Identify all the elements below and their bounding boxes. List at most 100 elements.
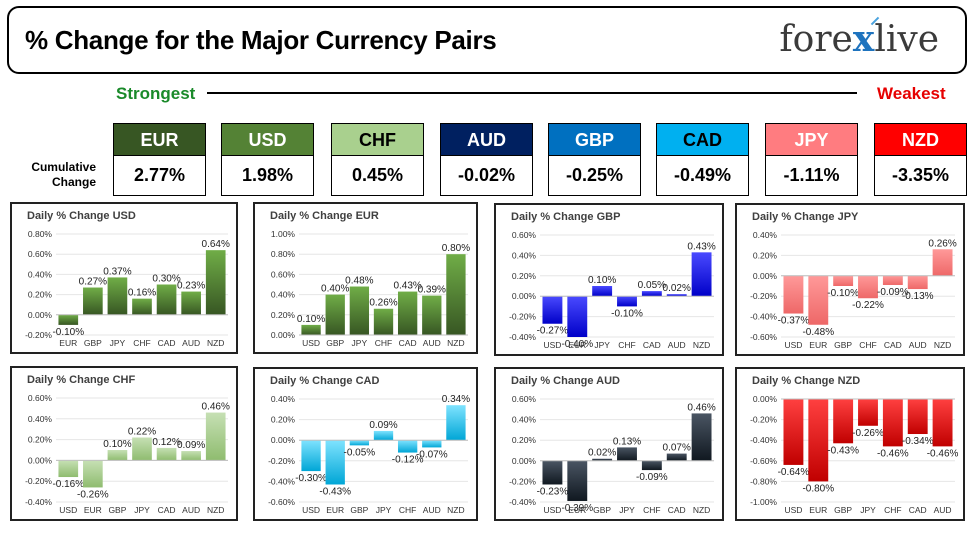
data-label: -0.12%	[392, 455, 424, 466]
data-label: 0.09%	[369, 420, 397, 431]
bar-eur	[567, 460, 588, 501]
data-label: -0.39%	[561, 503, 593, 514]
data-label: 0.10%	[103, 439, 131, 450]
y-tick-label: 0.20%	[28, 290, 53, 300]
data-label: 0.30%	[152, 274, 180, 285]
data-label: 0.39%	[418, 285, 446, 296]
y-tick-label: 0.00%	[753, 394, 778, 404]
y-tick-label: -0.20%	[268, 456, 295, 466]
strongest-label: Strongest	[116, 84, 196, 103]
y-tick-label: 0.40%	[271, 290, 296, 300]
x-tick-label: NZD	[447, 338, 464, 348]
currency-box-aud: AUD -0.02%	[440, 123, 533, 196]
chart-title: Daily % Change EUR	[270, 210, 379, 222]
x-tick-label: AUD	[934, 505, 952, 515]
x-tick-label: GBP	[350, 505, 368, 515]
bar-usd	[783, 275, 804, 314]
bar-eur	[567, 296, 588, 337]
cumulative-value: -0.25%	[549, 156, 640, 195]
data-label: -0.40%	[561, 339, 593, 350]
bar-aud	[666, 294, 687, 297]
bar-gbp	[325, 294, 345, 335]
x-tick-label: CAD	[668, 505, 686, 515]
data-label: 0.46%	[687, 402, 715, 413]
x-tick-label: AUD	[182, 505, 200, 515]
bar-cad	[907, 399, 928, 435]
y-tick-label: 0.60%	[28, 249, 53, 259]
bar-aud	[181, 451, 201, 461]
data-label: 0.22%	[128, 427, 156, 438]
bar-eur	[58, 314, 79, 325]
chart-panel-5: Daily % Change CHF 0.60% 0.40% 0.20% 0.00% -0…	[10, 366, 238, 521]
x-tick-label: JPY	[376, 505, 392, 515]
x-tick-label: CAD	[399, 338, 417, 348]
data-label: 0.05%	[638, 280, 666, 291]
data-label: -0.09%	[877, 287, 909, 298]
x-tick-label: GBP	[834, 505, 852, 515]
bar-usd	[542, 460, 563, 485]
currency-code: GBP	[549, 124, 640, 156]
y-tick-label: 0.40%	[28, 269, 53, 279]
data-label: 0.13%	[613, 436, 641, 447]
bar-chart: 0.40% 0.20% 0.00% -0.20% -0.40% -0.60% -0.30% U…	[268, 394, 470, 515]
weakest-label: Weakest	[877, 84, 946, 103]
bar-aud	[932, 399, 953, 447]
bar-chart: 0.00% -0.20% -0.40% -0.60% -0.80% -1.00% -0.64…	[750, 394, 958, 515]
bar-chf	[397, 440, 418, 453]
data-label: 0.02%	[588, 448, 616, 459]
bar-cad	[666, 453, 687, 461]
x-tick-label: USD	[59, 505, 77, 515]
currency-box-cad: CAD -0.49%	[656, 123, 749, 196]
x-tick-label: NZD	[207, 338, 224, 348]
x-tick-label: GBP	[84, 338, 102, 348]
x-tick-label: NZD	[447, 505, 464, 515]
data-label: 0.10%	[588, 275, 616, 286]
x-tick-label: USD	[543, 340, 561, 350]
bar-jpy	[349, 286, 370, 335]
bar-jpy	[373, 430, 394, 441]
bar-nzd	[691, 413, 712, 461]
bar-gbp	[833, 399, 854, 444]
x-tick-label: CAD	[643, 340, 661, 350]
bar-jpy	[858, 399, 878, 426]
x-tick-label: AUD	[423, 505, 441, 515]
y-tick-label: 0.80%	[28, 229, 53, 239]
data-label: 0.27%	[79, 277, 107, 288]
chart-title: Daily % Change JPY	[752, 211, 859, 223]
y-tick-label: -0.20%	[509, 476, 536, 486]
bar-nzd	[205, 250, 226, 315]
chart-panel-8: Daily % Change NZD 0.00% -0.20% -0.40% -0.60…	[735, 367, 965, 521]
bar-chart: 0.60% 0.40% 0.20% 0.00% -0.20% -0.40%-0.16% US…	[25, 393, 230, 515]
bar-cad	[397, 291, 418, 335]
bar-gbp	[349, 440, 370, 446]
data-label: 0.46%	[202, 402, 230, 413]
cumulative-value: 2.77%	[114, 156, 205, 195]
x-tick-label: USD	[784, 340, 802, 350]
y-tick-label: 0.20%	[28, 435, 53, 445]
chart-panel-7: Daily % Change AUD 0.60% 0.40% 0.20% 0.00% -0…	[494, 367, 724, 521]
bar-jpy	[592, 286, 613, 297]
x-tick-label: CAD	[158, 338, 176, 348]
x-tick-label: AUD	[423, 338, 441, 348]
x-tick-label: CAD	[158, 505, 176, 515]
y-tick-label: 0.00%	[28, 310, 53, 320]
y-tick-label: 0.80%	[271, 249, 296, 259]
cumulative-value: -1.11%	[766, 156, 857, 195]
chart-panel-3: Daily % Change GBP 0.60% 0.40% 0.20% 0.00% -0…	[494, 203, 724, 356]
x-tick-label: USD	[784, 505, 802, 515]
data-label: 0.37%	[103, 266, 131, 277]
bar-chf	[641, 460, 662, 471]
data-label: 0.09%	[177, 440, 205, 451]
bar-usd	[58, 460, 79, 478]
y-tick-label: 0.00%	[271, 435, 296, 445]
bar-nzd	[691, 252, 712, 297]
bar-aud	[907, 275, 928, 290]
chart-title: Daily % Change CAD	[270, 375, 380, 387]
bar-gbp	[833, 275, 854, 286]
y-tick-label: 0.60%	[28, 393, 53, 403]
x-tick-label: GBP	[326, 338, 344, 348]
y-tick-label: 0.00%	[512, 291, 537, 301]
bar-cad	[882, 275, 903, 285]
bar-jpy	[617, 447, 637, 461]
x-tick-label: CHF	[399, 505, 416, 515]
